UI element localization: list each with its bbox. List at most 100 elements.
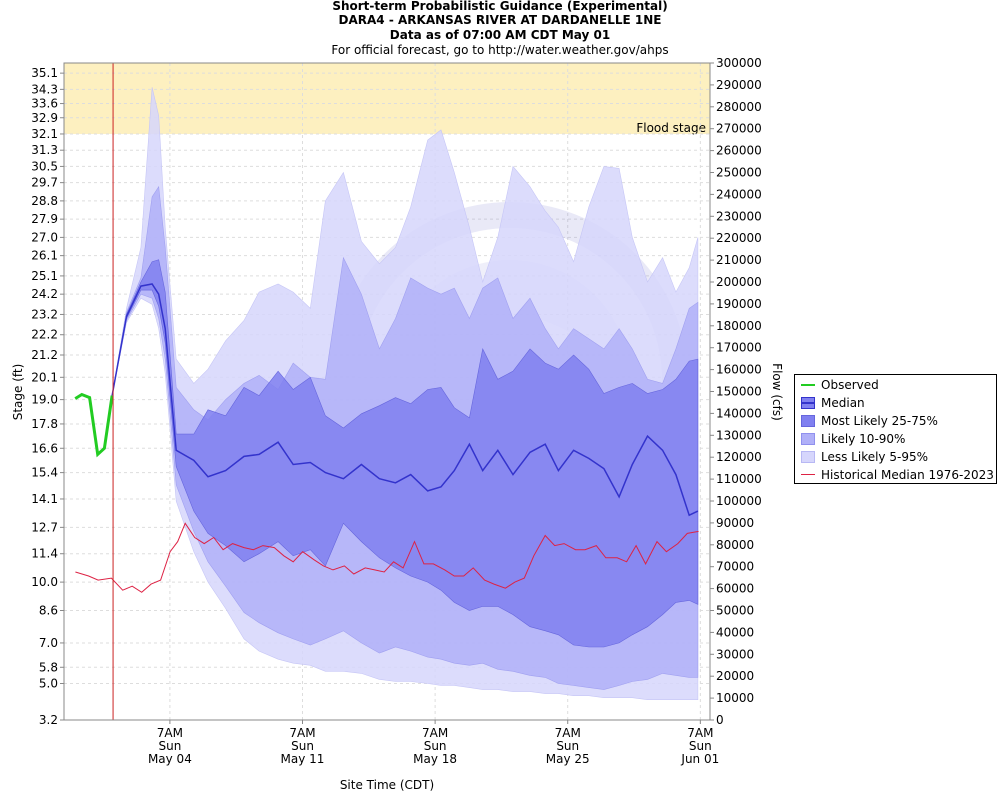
y2-tick-label: 0 [716,713,724,727]
y-tick-label: 3.2 [39,713,58,727]
y2-tick-label: 70000 [716,560,754,574]
official-forecast-note: For official forecast, go to http://wate… [331,43,669,57]
x-tick-label: 7AM [157,726,183,740]
band-25-75-swatch [801,415,815,427]
y-tick-label: 30.5 [31,159,58,173]
y-tick-label: 17.8 [31,417,58,431]
y-tick-label: 20.1 [31,370,58,384]
y2-tick-label: 300000 [716,56,762,70]
y2-tick-label: 160000 [716,363,762,377]
y2-tick-label: 60000 [716,582,754,596]
y2-tick-label: 270000 [716,122,762,136]
y-axis-label: Stage (ft) [11,364,25,421]
y-tick-label: 24.2 [31,287,58,301]
y2-tick-label: 120000 [716,450,762,464]
x-tick-label: Jun 01 [680,752,719,766]
median-line [111,283,699,517]
y-tick-label: 21.2 [31,348,58,362]
legend-item-observed: Observed [801,377,879,393]
observed-line [74,392,114,458]
probability-bands [111,87,699,700]
y2-tick-label: 90000 [716,516,754,530]
chart-title: Short-term Probabilistic Guidance (Exper… [332,0,668,13]
x-tick-label: May 25 [546,752,590,766]
y2-tick-label: 290000 [716,78,762,92]
y-tick-label: 8.6 [39,604,58,618]
flood-stage-zone [64,63,710,134]
y-tick-label: 10.0 [31,575,58,589]
y2-tick-label: 200000 [716,275,762,289]
y-tick-label: 34.3 [31,82,58,96]
legend-item-5-95: Less Likely 5-95% [801,449,928,465]
y2-tick-label: 110000 [716,472,762,486]
y-tick-label: 23.2 [31,307,58,321]
legend: Observed Median Most Likely 25-75% Likel… [794,374,997,484]
y-tick-label: 16.6 [31,441,58,455]
x-tick-label: Sun [291,739,314,753]
y2-tick-label: 50000 [716,604,754,618]
y-tick-label: 33.6 [31,97,58,111]
legend-25-75-label: Most Likely 25-75% [821,414,938,428]
y2-tick-label: 210000 [716,253,762,267]
observed-swatch [801,379,815,391]
y-tick-label: 28.8 [31,194,58,208]
median-swatch [801,397,815,409]
y2-tick-label: 180000 [716,319,762,333]
legend-observed-label: Observed [821,378,879,392]
y2-axis-label: Flow (cfs) [770,363,784,421]
y-tick-label: 32.9 [31,111,58,125]
legend-item-median: Median [801,395,865,411]
y2-tick-label: 140000 [716,406,762,420]
x-tick-label: Sun [158,739,181,753]
legend-item-10-90: Likely 10-90% [801,431,905,447]
y-tick-label: 12.7 [31,520,58,534]
legend-historical-label: Historical Median 1976-2023 [821,468,994,482]
y2-tick-label: 220000 [716,231,762,245]
y2-tick-label: 150000 [716,385,762,399]
y-tick-label: 19.0 [31,393,58,407]
legend-median-label: Median [821,396,865,410]
y2-tick-label: 230000 [716,209,762,223]
x-tick-label: May 18 [413,752,457,766]
band-5-95-swatch [801,451,815,463]
legend-item-historical: Historical Median 1976-2023 [801,467,994,483]
series-lines [74,283,699,593]
y2-tick-label: 80000 [716,538,754,552]
y-tick-label: 32.1 [31,127,58,141]
y-tick-label: 5.8 [39,660,58,674]
x-tick-label: 7AM [687,726,713,740]
x-tick-label: 7AM [422,726,448,740]
y-tick-label: 5.0 [39,677,58,691]
x-tick-label: Sun [424,739,447,753]
x-tick-label: May 04 [148,752,192,766]
y-tick-label: 7.0 [39,636,58,650]
x-tick-label: 7AM [289,726,315,740]
y-tick-label: 26.1 [31,249,58,263]
y2-tick-label: 250000 [716,166,762,180]
legend-10-90-label: Likely 10-90% [821,432,906,446]
data-timestamp: Data as of 07:00 AM CDT May 01 [389,28,611,42]
station-name: DARA4 - ARKANSAS RIVER AT DARDANELLE 1NE [338,13,662,27]
axes: 3.2 5.0 5.8 7.0 8.6 10.0 11.4 12.7 14.1 15.4 16.6 1… [31,56,762,766]
y-tick-label: 29.7 [31,176,58,190]
y2-tick-label: 170000 [716,341,762,355]
legend-5-95-label: Less Likely 5-95% [821,450,928,464]
x-tick-label: 7AM [555,726,581,740]
flood-stage-label: Flood stage [636,121,706,135]
x-axis-label: Site Time (CDT) [340,778,434,792]
y-tick-label: 27.9 [31,212,58,226]
y-tick-label: 31.3 [31,143,58,157]
y2-tick-label: 260000 [716,144,762,158]
x-tick-label: May 11 [281,752,325,766]
x-tick-label: Sun [689,739,712,753]
historical-swatch [801,469,815,481]
y2-tick-label: 100000 [716,494,762,508]
y2-tick-label: 20000 [716,669,754,683]
band-10-90-swatch [801,433,815,445]
y2-tick-label: 10000 [716,691,754,705]
historical-median-line [75,522,699,593]
x-tick-label: Sun [556,739,579,753]
y2-tick-label: 30000 [716,647,754,661]
y-tick-label: 35.1 [31,66,58,80]
